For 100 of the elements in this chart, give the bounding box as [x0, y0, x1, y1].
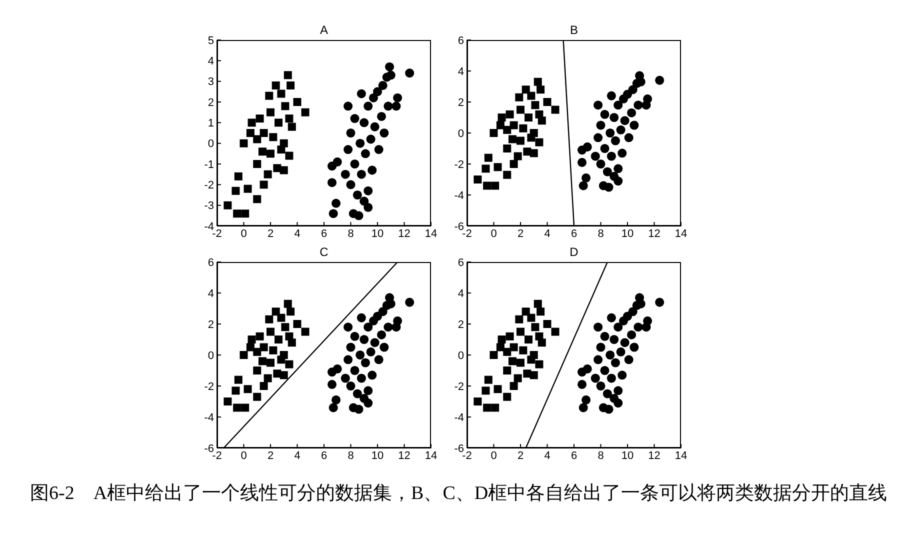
- point: [332, 395, 341, 404]
- point: [374, 355, 384, 364]
- point: [234, 376, 242, 384]
- point: [610, 112, 619, 122]
- y-tick-label: 0: [458, 350, 464, 362]
- point: [606, 128, 615, 138]
- x-tick-label: 10: [621, 450, 634, 462]
- y-tick-label: -2: [204, 180, 214, 192]
- point: [344, 145, 353, 154]
- point: [551, 106, 560, 114]
- point: [590, 152, 600, 161]
- point: [534, 78, 542, 86]
- x-tick-label: 10: [371, 228, 384, 240]
- y-tick-label: 2: [208, 96, 214, 109]
- x-tick-label: 14: [674, 228, 688, 240]
- point: [527, 92, 536, 100]
- point: [516, 136, 524, 145]
- point: [503, 126, 512, 134]
- x-tick-label: 4: [294, 228, 300, 240]
- point: [503, 170, 512, 179]
- point: [377, 330, 386, 340]
- point: [490, 351, 498, 359]
- point: [352, 190, 362, 200]
- point: [344, 102, 353, 111]
- point: [281, 323, 290, 332]
- y-tick-label: -4: [454, 190, 464, 202]
- point: [344, 355, 353, 364]
- y-tick-label: 4: [208, 288, 214, 300]
- point: [232, 386, 240, 395]
- point: [498, 336, 506, 344]
- point: [260, 382, 268, 390]
- point: [527, 314, 536, 322]
- point: [604, 404, 614, 414]
- point: [233, 404, 242, 412]
- point: [618, 370, 627, 380]
- y-tick-label: -4: [204, 412, 214, 424]
- x-tick-label: 2: [267, 450, 274, 462]
- point: [503, 144, 512, 152]
- x-tick-label: 2: [517, 450, 524, 462]
- point: [634, 100, 643, 110]
- point: [360, 149, 370, 158]
- point: [474, 176, 482, 184]
- point: [378, 80, 388, 90]
- y-tick-label: -6: [454, 442, 464, 455]
- point: [474, 398, 482, 406]
- point: [482, 164, 490, 173]
- point: [534, 300, 542, 308]
- y-tick-label: 2: [208, 318, 214, 331]
- point: [627, 108, 636, 118]
- x-tick-label: 6: [320, 228, 328, 240]
- point: [596, 120, 606, 130]
- point: [642, 100, 651, 110]
- x-tick-label: 12: [648, 450, 660, 462]
- point: [627, 330, 636, 340]
- point: [277, 90, 286, 98]
- point: [506, 332, 514, 340]
- y-tick-label: 6: [458, 256, 464, 269]
- point: [642, 322, 651, 332]
- point: [536, 308, 545, 316]
- point: [328, 209, 338, 218]
- point: [285, 152, 294, 160]
- point: [594, 133, 603, 142]
- point: [374, 145, 384, 154]
- point: [524, 336, 533, 344]
- point: [266, 108, 274, 116]
- point: [368, 166, 377, 175]
- point: [516, 358, 524, 367]
- point: [285, 332, 294, 340]
- point: [582, 173, 591, 182]
- point: [606, 152, 616, 161]
- point: [491, 182, 500, 190]
- point: [364, 202, 373, 212]
- point: [269, 346, 278, 354]
- y-tick-label: 2: [458, 96, 464, 109]
- point: [610, 334, 619, 344]
- x-tick-label: 4: [544, 228, 550, 240]
- point: [536, 86, 545, 94]
- x-tick-label: 10: [621, 228, 634, 240]
- point: [332, 198, 341, 208]
- point: [386, 70, 396, 80]
- point: [354, 404, 364, 414]
- point: [543, 320, 552, 328]
- point: [253, 160, 262, 168]
- y-tick-label: -3: [204, 200, 214, 212]
- point: [350, 332, 360, 341]
- point: [241, 404, 250, 412]
- point: [655, 298, 664, 307]
- y-tick-label: -6: [454, 220, 464, 233]
- point: [356, 170, 366, 179]
- point: [354, 211, 364, 220]
- point: [527, 134, 536, 142]
- point: [301, 108, 310, 116]
- point: [535, 360, 544, 368]
- point: [360, 394, 369, 403]
- point: [350, 114, 360, 124]
- point: [364, 186, 373, 196]
- point: [360, 334, 369, 344]
- point: [253, 366, 262, 374]
- point: [620, 338, 630, 348]
- point: [246, 343, 254, 352]
